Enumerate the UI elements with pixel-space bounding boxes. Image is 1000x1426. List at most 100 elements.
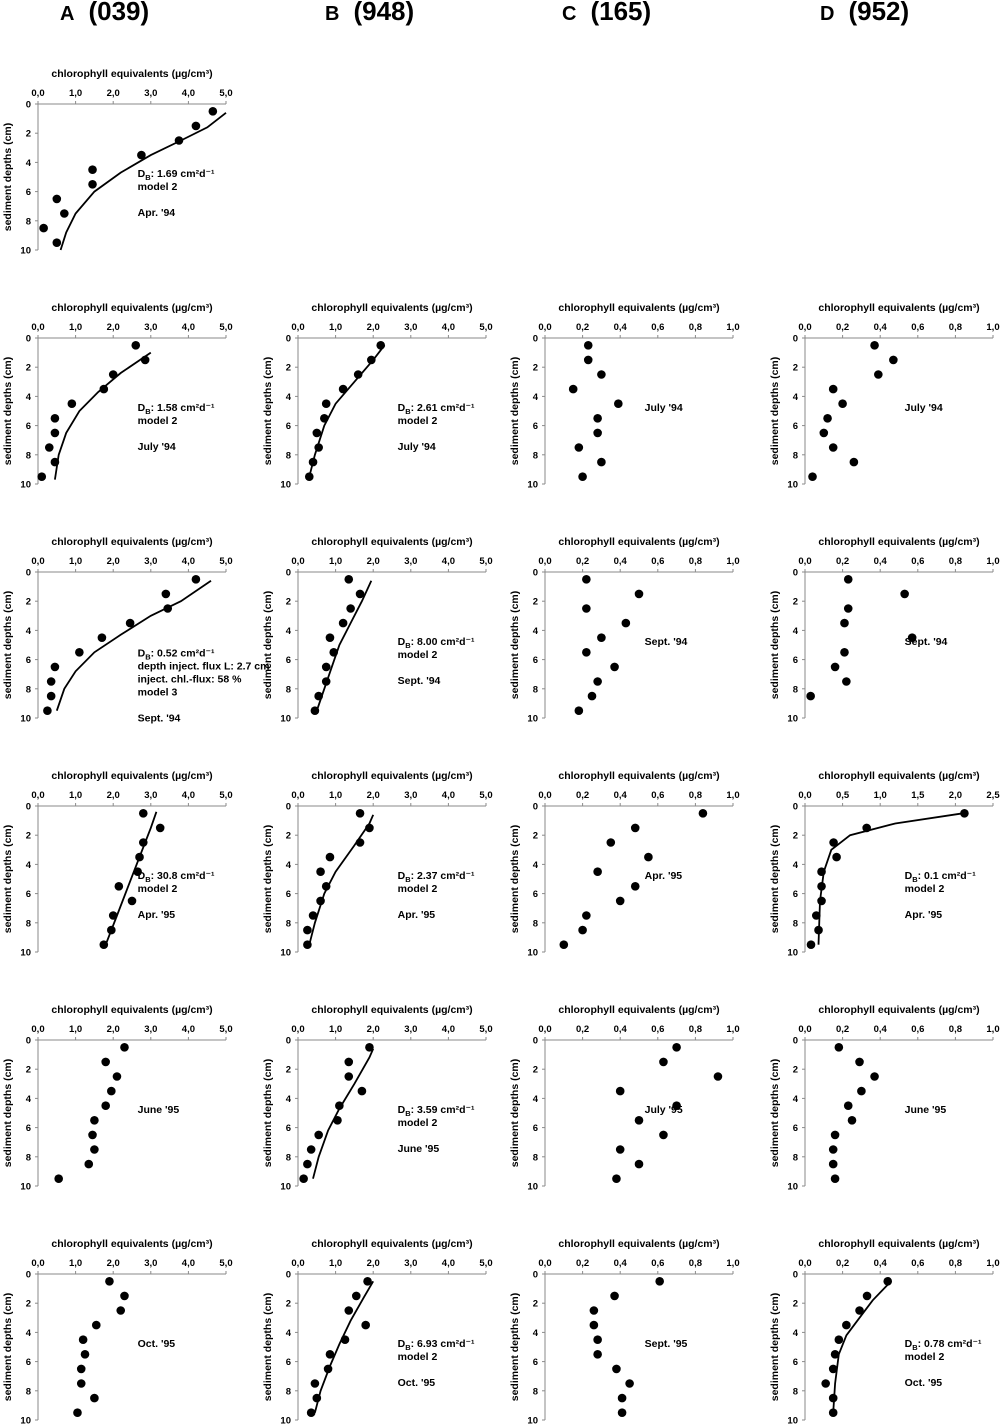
data-point [310,1379,320,1388]
diffusion-coefficient-label: DB: 2.37 cm²d⁻¹ [398,870,475,884]
x-tick-label: 5,0 [479,790,492,801]
x-tick-label: 5,0 [479,556,492,567]
data-point [99,940,109,949]
data-point [314,691,323,701]
x-tick-label: 2,0 [949,790,962,801]
depth-profile-chart: chlorophyll equivalents (µg/cm³) sediment… [509,536,740,725]
x-tick-label: 0,4 [614,790,628,801]
y-tick-label: 0 [533,568,538,579]
x-tick-label: 5,0 [219,88,232,99]
data-point [855,1306,864,1315]
y-tick-label: 6 [533,1357,538,1368]
data-point [610,1291,619,1301]
y-tick-label: 8 [26,684,31,695]
depth-profile-chart: chlorophyll equivalents (µg/cm³) sediment… [769,1004,1000,1193]
x-tick-label: 3,0 [144,1024,157,1035]
data-point [617,1408,627,1417]
x-tick-label: 0,0 [538,1258,551,1269]
x-tick-label: 0,0 [538,1024,551,1035]
y-tick-label: 2 [793,597,798,608]
diffusion-coefficient-label: DB: 2.61 cm²d⁻¹ [398,402,475,416]
data-point [593,1335,602,1344]
data-point [559,940,569,949]
x-tick-label: 2,0 [367,790,380,801]
data-point [811,911,821,920]
data-point [838,399,847,409]
data-point [54,1174,63,1183]
column-header-d: D (952) [820,0,909,27]
y-axis-label: sediment depths (cm) [509,825,521,934]
data-point [630,823,640,833]
y-tick-label: 2 [286,597,291,608]
y-tick-label: 10 [280,480,291,491]
y-tick-label: 6 [286,1357,291,1368]
y-tick-label: 10 [280,948,291,959]
data-point [50,428,60,438]
y-tick-label: 8 [286,1386,291,1397]
y-tick-label: 6 [793,421,798,432]
data-point [108,911,118,920]
data-point [43,706,52,715]
data-point [830,1130,840,1140]
y-tick-label: 4 [793,1094,799,1105]
x-tick-label: 1,0 [329,322,342,333]
x-tick-label: 0,8 [689,556,702,567]
y-tick-label: 6 [533,655,538,666]
data-point [107,925,116,935]
y-tick-label: 6 [26,187,31,198]
data-point [582,911,591,920]
data-point [843,604,853,613]
data-point [44,443,54,452]
data-point [321,882,331,891]
data-point [960,809,969,818]
data-point [823,414,832,423]
sampling-date-label: Sept. '94 [398,675,441,687]
x-tick-label: 1,0 [726,1258,739,1269]
data-point [353,370,363,379]
data-point [101,1101,110,1110]
y-tick-label: 2 [533,1065,538,1076]
y-tick-label: 10 [527,714,538,725]
diffusion-coefficient-label: DB: 1.58 cm²d⁻¹ [138,402,215,416]
data-point [843,1101,853,1110]
data-point [191,121,201,131]
annotation-line: inject. chl.-flux: 58 % [138,674,243,686]
y-tick-label: 10 [787,714,798,725]
x-tick-label: 0,0 [798,1258,811,1269]
data-point [39,223,48,233]
data-point [161,589,171,599]
sampling-date-label: Apr. '94 [138,207,176,219]
y-axis-label: sediment depths (cm) [2,123,14,232]
x-tick-label: 0,5 [836,790,850,801]
data-point [355,589,365,599]
data-point [834,1043,844,1052]
data-point [578,925,587,935]
db-symbol: D [398,1104,406,1116]
data-point [614,399,623,409]
data-point [855,1057,864,1067]
data-point [120,1291,129,1301]
data-point [76,1379,86,1388]
db-value: : 8.00 cm²d⁻¹ [411,636,475,648]
data-point [817,867,826,876]
x-axis-label: chlorophyll equivalents (µg/cm³) [818,770,979,782]
y-axis-label: sediment depths (cm) [509,357,521,466]
y-axis-label: sediment depths (cm) [262,1059,274,1168]
x-tick-label: 1,0 [874,790,887,801]
data-point [857,1086,866,1096]
data-point [828,1393,838,1403]
data-point [363,1277,372,1286]
x-axis-label: chlorophyll equivalents (µg/cm³) [558,302,719,314]
data-point [338,618,348,628]
y-axis-label: sediment depths (cm) [2,825,14,934]
x-tick-label: 5,0 [219,322,232,333]
db-subscript: B [145,653,151,662]
data-point [299,1174,308,1183]
depth-profile-chart: chlorophyll equivalents (µg/cm³) sediment… [2,302,233,491]
x-tick-label: 4,0 [442,556,455,567]
y-axis-label: sediment depths (cm) [2,1059,14,1168]
diffusion-coefficient-label: DB: 8.00 cm²d⁻¹ [398,636,475,650]
x-tick-label: 3,0 [404,556,417,567]
x-tick-label: 0,6 [651,1258,664,1269]
diffusion-coefficient-label: DB: 0.78 cm²d⁻¹ [905,1338,982,1352]
